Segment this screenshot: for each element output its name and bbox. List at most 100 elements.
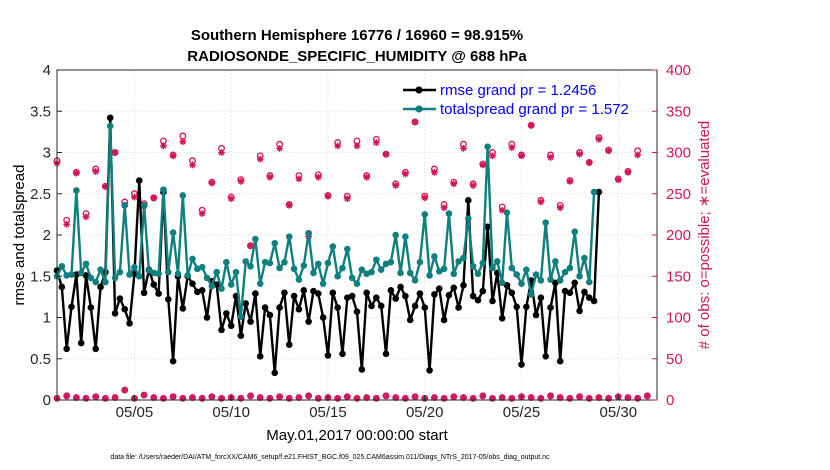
- obs-evaluated-marker: [295, 175, 303, 183]
- obs-star-stroke: [325, 193, 331, 200]
- obs-evaluated-marker: [595, 135, 603, 143]
- obs-star-stroke: [131, 194, 138, 200]
- obs-star-stroke: [199, 210, 206, 217]
- obs-star-stroke: [373, 139, 380, 146]
- obs-evaluated-marker: [247, 242, 254, 250]
- obs-star-stroke: [363, 174, 370, 181]
- rmse-point: [392, 295, 400, 302]
- obs-star-stroke: [615, 176, 622, 183]
- obs-star-stroke: [296, 394, 302, 401]
- totalspread-point: [223, 258, 230, 266]
- rmse-point: [189, 280, 196, 287]
- totalspread-point: [402, 233, 409, 240]
- rmse-point: [585, 294, 593, 302]
- obs-star-stroke: [412, 393, 418, 400]
- obs-star-stroke: [499, 207, 506, 214]
- x-tick-label: 05/10: [212, 404, 250, 421]
- obs-star-stroke: [160, 143, 167, 149]
- totalspread-point: [542, 219, 550, 226]
- obs-evaluated-marker: [160, 142, 167, 150]
- chart-title-line2: RADIOSONDE_SPECIFIC_HUMIDITY @ 688 hPa: [187, 48, 527, 65]
- totalspread-point: [561, 268, 569, 276]
- rmse-point: [324, 352, 332, 359]
- obs-evaluated-marker: [556, 204, 564, 212]
- legend-spread-marker: [415, 105, 423, 113]
- obs-star-stroke: [267, 174, 273, 181]
- obs-evaluated-low-marker: [547, 392, 554, 400]
- y-tick-label-left: 3: [43, 145, 51, 162]
- y-tick-label-right: 350: [666, 103, 691, 120]
- totalspread-point: [82, 260, 90, 268]
- x-axis-ticks: 05/05 05/10 05/15 05/20 05/25 05/30: [116, 395, 637, 421]
- obs-evaluated-low-marker: [537, 395, 545, 402]
- obs-evaluated-low-marker: [586, 395, 593, 402]
- obs-evaluated-marker: [150, 194, 158, 202]
- rmse-point: [164, 296, 172, 303]
- obs-evaluated-marker: [605, 147, 613, 155]
- obs-star-stroke: [547, 154, 554, 161]
- obs-star-stroke: [489, 152, 496, 159]
- rmse-point: [537, 294, 545, 302]
- obs-star-stroke: [605, 147, 612, 154]
- obs-evaluated-low-marker: [315, 395, 322, 402]
- rmse-point: [590, 297, 598, 305]
- obs-evaluated-marker: [169, 152, 177, 160]
- rmse-point: [252, 290, 259, 297]
- obs-star-stroke: [296, 176, 302, 182]
- obs-star-stroke: [508, 144, 515, 151]
- obs-star-stroke: [528, 122, 535, 129]
- rmse-point: [484, 223, 491, 231]
- obs-evaluated-marker: [63, 220, 71, 228]
- totalspread-point: [489, 264, 496, 272]
- obs-evaluated-marker: [518, 152, 525, 160]
- rmse-point: [518, 361, 525, 368]
- obs-star-stroke: [625, 169, 631, 176]
- obs-star-stroke: [257, 394, 263, 401]
- totalspread-point: [121, 202, 129, 209]
- obs-star-stroke: [518, 152, 525, 159]
- obs-star-stroke: [92, 168, 99, 175]
- totalspread-point: [431, 253, 438, 260]
- rmse-point: [58, 283, 66, 291]
- totalspread-point: [508, 264, 516, 272]
- totalspread-point: [348, 274, 356, 282]
- totalspread-point: [479, 259, 487, 267]
- obs-evaluated-low-marker: [489, 395, 496, 402]
- y-tick-label-right: 200: [666, 227, 691, 244]
- rmse-point: [508, 289, 516, 297]
- obs-evaluated-marker: [624, 168, 632, 176]
- totalspread-point: [416, 258, 424, 266]
- obs-evaluated-marker: [382, 150, 390, 158]
- totalspread-point: [203, 274, 211, 282]
- totalspread-point: [97, 266, 104, 273]
- totalspread-point: [469, 263, 477, 270]
- obs-star-stroke: [121, 387, 128, 393]
- obs-evaluated-marker: [266, 173, 274, 181]
- obs-evaluated-marker: [460, 144, 467, 152]
- obs-star-stroke: [344, 393, 351, 400]
- rmse-point: [111, 310, 119, 317]
- totalspread-point: [450, 270, 458, 278]
- obs-evaluated-marker: [256, 155, 264, 163]
- obs-evaluated-low-marker: [276, 393, 283, 400]
- obs-evaluated-marker: [576, 150, 583, 158]
- totalspread-point: [498, 279, 506, 287]
- obs-evaluated-low-marker: [111, 394, 119, 401]
- rmse-point: [566, 289, 574, 297]
- obs-evaluated-marker: [392, 182, 400, 189]
- obs-evaluated-marker: [547, 154, 554, 161]
- totalspread-point: [411, 277, 419, 284]
- totalspread-point: [242, 258, 250, 265]
- obs-star-stroke: [383, 151, 389, 158]
- obs-evaluated-marker: [634, 151, 642, 159]
- totalspread-point: [537, 277, 545, 284]
- rmse-point: [513, 303, 520, 311]
- obs-evaluated-marker: [440, 204, 448, 212]
- rmse-point: [155, 290, 162, 297]
- obs-star-stroke: [276, 145, 283, 152]
- rmse-point: [489, 297, 496, 305]
- obs-star-stroke: [625, 394, 631, 401]
- totalspread-point: [285, 233, 293, 240]
- obs-evaluated-low-marker: [508, 395, 516, 402]
